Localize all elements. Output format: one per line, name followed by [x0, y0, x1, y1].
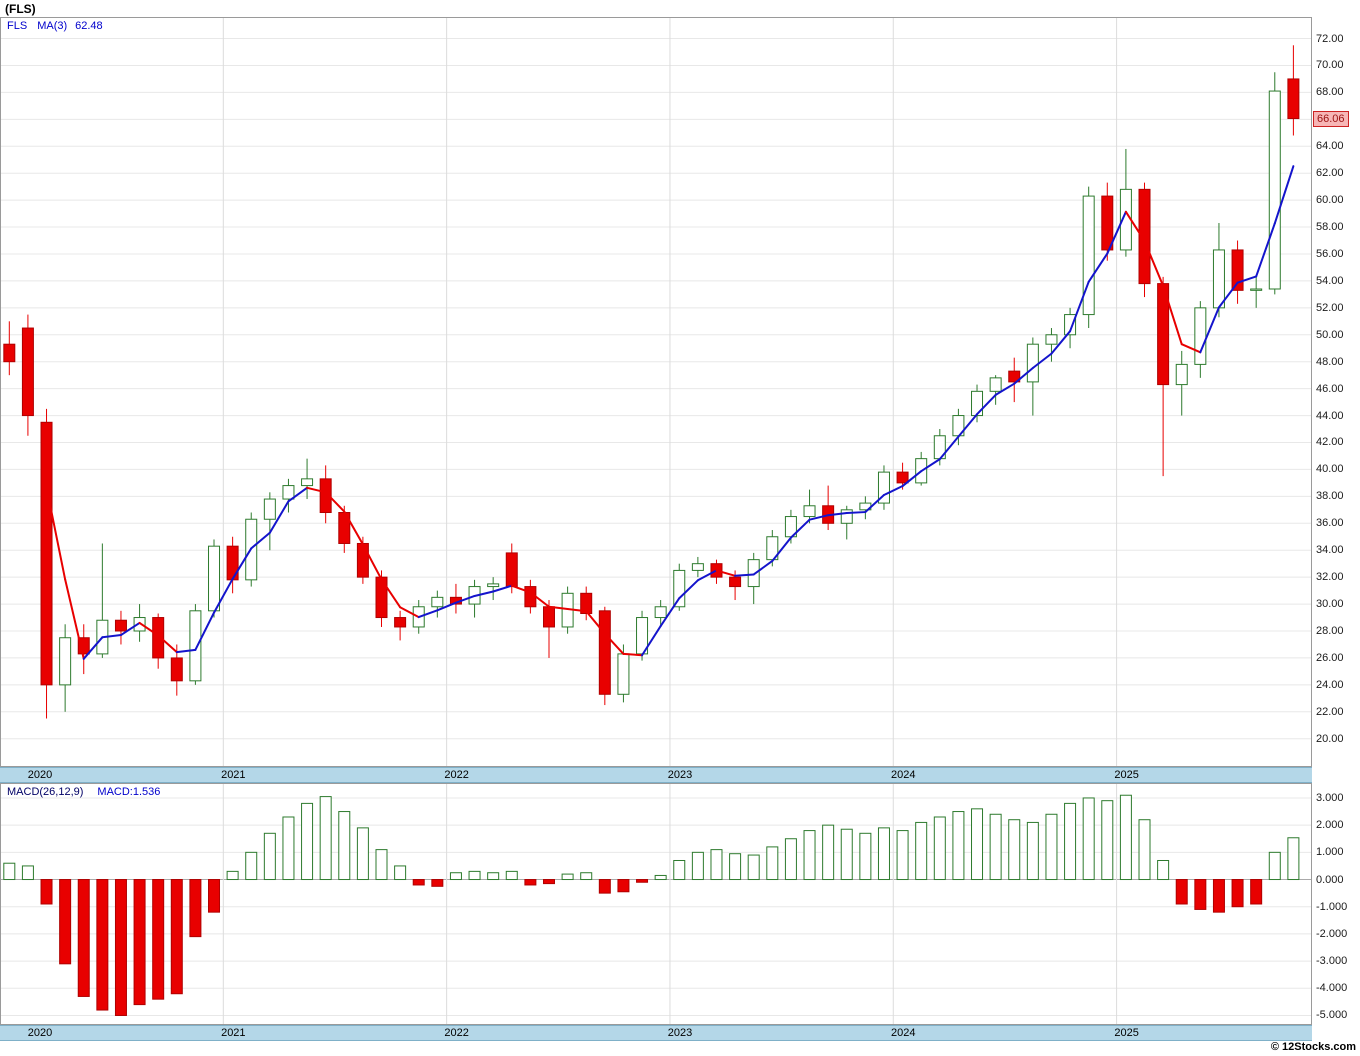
y-axis-tick-label: 72.00 — [1316, 32, 1344, 45]
symbol-label: FLS — [7, 20, 28, 32]
y-axis-tick-label: 70.00 — [1316, 59, 1344, 72]
macd-legend: MACD(26,12,9) MACD:1.536 — [7, 786, 160, 798]
y-axis-tick-label: 36.00 — [1316, 517, 1344, 530]
y-axis-tick-label: 60.00 — [1316, 194, 1344, 207]
macd-y-axis-tick-label: 2.000 — [1316, 819, 1344, 832]
y-axis-tick-label: 68.00 — [1316, 86, 1344, 99]
macd-y-axis-tick-label: -1.000 — [1316, 900, 1348, 913]
candlestick-chart — [0, 17, 1312, 767]
year-label: 2022 — [444, 769, 469, 781]
macd-y-axis: 3.000 2.000 1.000 0.000 -1.000 -2.000 -3.000 -4… — [1312, 783, 1360, 1025]
year-label: 2021 — [221, 769, 246, 781]
macd-indicator-label: MACD(26,12,9) — [7, 786, 84, 798]
year-label: 2023 — [667, 1027, 693, 1039]
ma-indicator-value: 62.48 — [75, 20, 103, 32]
year-label: 2021 — [221, 1027, 246, 1039]
y-axis-tick-label: 46.00 — [1316, 382, 1344, 395]
macd-chart — [0, 783, 1312, 1025]
y-axis-tick-label: 30.00 — [1316, 598, 1344, 611]
y-axis-tick-label: 34.00 — [1316, 544, 1344, 557]
main-y-axis: 66.06 72.0070.0068.0066.0064.0062.0060.0… — [1312, 17, 1360, 767]
y-axis-tick-label: 62.00 — [1316, 167, 1344, 180]
y-axis-tick-label: 56.00 — [1316, 247, 1344, 260]
year-label: 2025 — [1114, 1027, 1139, 1039]
y-axis-tick-label: 48.00 — [1316, 355, 1344, 368]
macd-y-axis-tick-label: -5.000 — [1316, 1009, 1348, 1022]
year-label: 2025 — [1114, 769, 1139, 781]
x-axis-year-band-bottom: 2020 2021 2022 2023 2024 2025 — [0, 1025, 1312, 1041]
y-axis-tick-label: 26.00 — [1316, 651, 1344, 664]
macd-y-axis-tick-label: 1.000 — [1316, 846, 1344, 859]
last-price-label: 66.06 — [1313, 110, 1349, 127]
year-label: 2023 — [667, 769, 693, 781]
y-axis-tick-label: 38.00 — [1316, 490, 1344, 503]
year-label: 2022 — [444, 1027, 469, 1039]
x-axis-year-band-top: 2020 2021 2022 2023 2024 2025 — [0, 767, 1312, 783]
macd-y-axis-tick-label: 0.000 — [1316, 873, 1344, 886]
y-axis-tick-label: 54.00 — [1316, 274, 1344, 287]
y-axis-tick-label: 44.00 — [1316, 409, 1344, 422]
year-label: 2024 — [891, 1027, 916, 1039]
y-axis-tick-label: 40.00 — [1316, 463, 1344, 476]
candlestick-plot — [0, 17, 1312, 767]
macd-y-axis-tick-label: 3.000 — [1316, 791, 1344, 804]
year-label: 2020 — [27, 1027, 53, 1039]
macd-y-axis-tick-label: -2.000 — [1316, 927, 1348, 940]
y-axis-tick-label: 24.00 — [1316, 678, 1344, 691]
year-label: 2020 — [27, 769, 53, 781]
y-axis-tick-label: 52.00 — [1316, 301, 1344, 314]
year-label: 2024 — [891, 769, 916, 781]
y-axis-tick-label: 64.00 — [1316, 140, 1344, 153]
main-chart-legend: FLS MA(3) 62.48 — [7, 20, 103, 32]
macd-plot — [0, 783, 1312, 1025]
macd-y-axis-tick-label: -3.000 — [1316, 955, 1348, 968]
y-axis-tick-label: 32.00 — [1316, 571, 1344, 584]
y-axis-tick-label: 22.00 — [1316, 705, 1344, 718]
watermark: © 12Stocks.com — [1270, 1041, 1356, 1053]
y-axis-tick-label: 42.00 — [1316, 436, 1344, 449]
y-axis-tick-label: 28.00 — [1316, 625, 1344, 637]
macd-y-axis-tick-label: -4.000 — [1316, 982, 1348, 995]
page-title: (FLS) — [5, 2, 36, 16]
y-axis-tick-label: 58.00 — [1316, 221, 1344, 234]
macd-indicator-value: MACD:1.536 — [97, 786, 161, 798]
y-axis-tick-label: 20.00 — [1316, 732, 1344, 745]
y-axis-tick-label: 50.00 — [1316, 328, 1344, 341]
ma-indicator-label: MA(3) — [37, 20, 68, 32]
